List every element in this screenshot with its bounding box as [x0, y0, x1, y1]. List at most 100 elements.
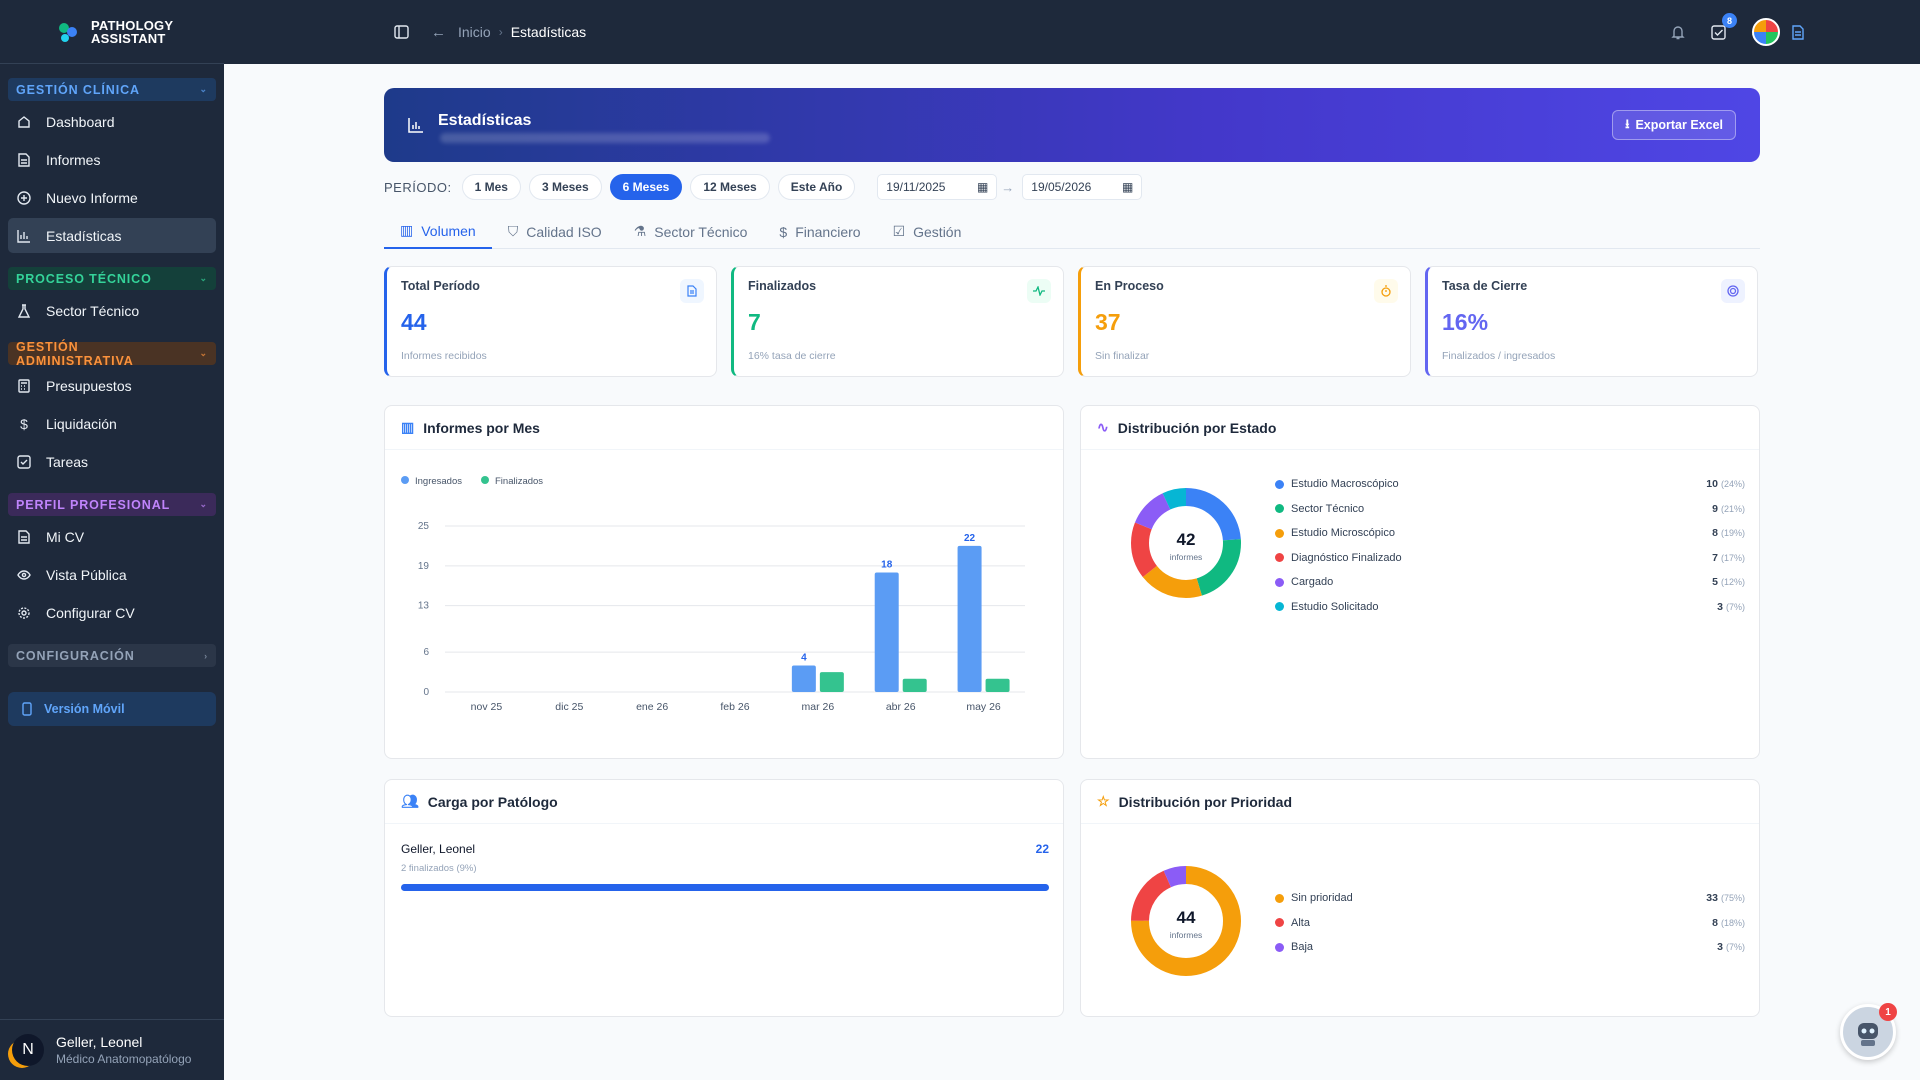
sidebar-item-presupuestos[interactable]: Presupuestos [8, 368, 216, 403]
monthly-bar-chart: Ingresados Finalizados 25 19 13 6 0 nov 25 dic 2… [401, 476, 1025, 713]
chevron-down-icon: ⌄ [199, 273, 208, 283]
section-gestion-clinica[interactable]: GESTIÓN CLÍNICA ⌄ [8, 78, 216, 101]
legend-value: 3 (7%) [1717, 941, 1745, 953]
tab-volumen[interactable]: ▥ Volumen [384, 214, 492, 249]
donut-center-label: informes [1170, 552, 1203, 562]
legend-marker [1275, 553, 1284, 562]
donut-slice[interactable] [1131, 488, 1241, 598]
tasks-badge: 8 [1722, 13, 1737, 28]
legend-item: Estudio Macroscópico 10 (24%) [1275, 476, 1745, 492]
bar-finalizados[interactable] [819, 672, 844, 692]
tab-financiero[interactable]: $ Financiero [779, 223, 861, 240]
bar-ingresados[interactable] [791, 665, 816, 692]
sidebar-item-tareas[interactable]: Tareas [8, 444, 216, 479]
y-tick-label: 25 [418, 521, 430, 532]
legend-marker [1275, 602, 1284, 611]
period-1-mes[interactable]: 1 Mes [461, 174, 521, 200]
sidebar-item-informes[interactable]: Informes [8, 142, 216, 177]
card-title: Informes por Mes [423, 419, 540, 436]
user-profile[interactable]: N Geller, Leonel Médico Anatomopatólogo [0, 1019, 224, 1080]
sidebar-item-vista-publica[interactable]: Vista Pública [8, 557, 216, 592]
section-gestion-administrativa[interactable]: GESTIÓN ADMINISTRATIVA ⌄ [8, 340, 216, 368]
legend-value: 7 (17%) [1712, 551, 1745, 564]
legend-item: Alta 8 (18%) [1275, 915, 1745, 931]
sidebar-item-nuevo-informe[interactable]: Nuevo Informe [8, 180, 216, 215]
sidebar-item-estadisticas[interactable]: Estadísticas [8, 218, 216, 253]
dollar-icon: $ [779, 223, 788, 240]
section-proceso-tecnico[interactable]: PROCESO TÉCNICO ⌄ [8, 267, 216, 290]
tab-gestion[interactable]: ☑ Gestión [892, 223, 962, 240]
x-tick-label: feb 26 [720, 701, 749, 713]
tab-calidad-iso[interactable]: ⛉ Calidad ISO [507, 223, 602, 240]
back-arrow-icon[interactable]: ← [431, 23, 446, 41]
donut-slice[interactable] [1131, 488, 1241, 598]
tab-sector-tecnico[interactable]: ⚗ Sector Técnico [633, 223, 748, 240]
users-icon: 👥︎ [401, 793, 419, 809]
chevron-down-icon: ⌄ [199, 348, 208, 358]
date-from-input[interactable]: 19/11/2025 ▦ [877, 174, 998, 200]
period-este-ano[interactable]: Este Año [777, 174, 856, 200]
donut-total: 42 [1177, 530, 1196, 549]
legend-value: 8 (18%) [1712, 916, 1745, 929]
legend-label: Estudio Solicitado [1291, 600, 1379, 613]
period-12-meses[interactable]: 12 Meses [690, 174, 770, 200]
donut-slice[interactable] [1131, 488, 1241, 598]
assistant-bot-button[interactable]: 1 [1840, 1003, 1897, 1060]
legend-percent: (19%) [1720, 528, 1745, 538]
sidebar-item-configurar-cv[interactable]: Configurar CV [8, 595, 216, 630]
bar-chart-icon [16, 228, 32, 244]
breadcrumb-home[interactable]: Inicio [458, 24, 491, 40]
sidebar-item-dashboard[interactable]: Dashboard [8, 104, 216, 139]
y-tick-label: 13 [418, 601, 430, 612]
sidebar-item-sector-tecnico[interactable]: Sector Técnico [8, 293, 216, 328]
app-logo[interactable]: PATHOLOGY ASSISTANT [0, 0, 224, 64]
date-to-input[interactable]: 19/05/2026 ▦ [1022, 174, 1143, 200]
bar-ingresados[interactable] [874, 572, 899, 692]
donut-slice[interactable] [1131, 488, 1241, 598]
sidebar-item-mi-cv[interactable]: Mi CV [8, 519, 216, 554]
legend-percent: (18%) [1720, 917, 1745, 928]
card-title: Distribución por Prioridad [1118, 793, 1293, 810]
donut-slice[interactable] [1131, 866, 1241, 976]
bell-icon[interactable] [1668, 22, 1688, 42]
mobile-version-button[interactable]: Versión Móvil [8, 692, 216, 726]
target-icon [1721, 279, 1745, 303]
legend-label: Ingresados [415, 476, 462, 487]
legend-percent: (7%) [1725, 942, 1745, 952]
sidebar-item-liquidacion[interactable]: $ Liquidación [8, 406, 216, 441]
period-3-meses[interactable]: 3 Meses [528, 174, 602, 200]
flask-icon: ⚗ [633, 223, 647, 239]
chevron-down-icon: ⌄ [199, 84, 208, 94]
export-excel-button[interactable]: ⭳ Exportar Excel [1612, 110, 1736, 140]
period-selector: PERÍODO: 1 Mes 3 Meses 6 Meses 12 Meses … [384, 174, 1760, 200]
bar-chart-icon: ▥ [400, 222, 414, 238]
section-perfil-profesional[interactable]: PERFIL PROFESIONAL ⌄ [8, 493, 216, 516]
bot-badge: 1 [1879, 1003, 1897, 1021]
activity-icon [1027, 279, 1051, 303]
legend-percent: (7%) [1725, 601, 1745, 612]
tasks-icon[interactable]: 8 [1708, 13, 1737, 42]
eye-icon [16, 567, 32, 583]
legend-item: Sin prioridad 33 (75%) [1275, 890, 1745, 906]
legend-label: Sin prioridad [1291, 892, 1353, 904]
checkbox-icon: ☑ [892, 223, 906, 239]
chevron-down-icon: ⌄ [199, 499, 208, 509]
sidebar-toggle-icon[interactable] [394, 25, 409, 39]
legend-item: Diagnóstico Finalizado 7 (17%) [1275, 550, 1745, 566]
section-configuracion[interactable]: CONFIGURACIÓN › [8, 644, 216, 667]
file-text-icon[interactable] [1788, 22, 1808, 42]
bar-finalizados[interactable] [902, 678, 927, 692]
calendar-icon: ▦ [976, 180, 989, 194]
gear-icon [16, 605, 32, 621]
avatar: N [12, 1034, 44, 1066]
bar-ingresados[interactable] [957, 545, 982, 692]
card-distribucion-prioridad: ☆ Distribución por Prioridad 44 informes S… [1080, 779, 1760, 1017]
breadcrumb-current: Estadísticas [510, 24, 587, 40]
period-6-meses[interactable]: 6 Meses [609, 174, 683, 200]
legend-label: Alta [1291, 916, 1310, 929]
legend-item: Sector Técnico 9 (21%) [1275, 501, 1745, 517]
top-avatar[interactable] [1752, 18, 1780, 46]
bar-finalizados[interactable] [985, 678, 1010, 692]
chevron-right-icon: › [498, 25, 503, 39]
bar-chart-icon: ▥ [401, 419, 415, 435]
